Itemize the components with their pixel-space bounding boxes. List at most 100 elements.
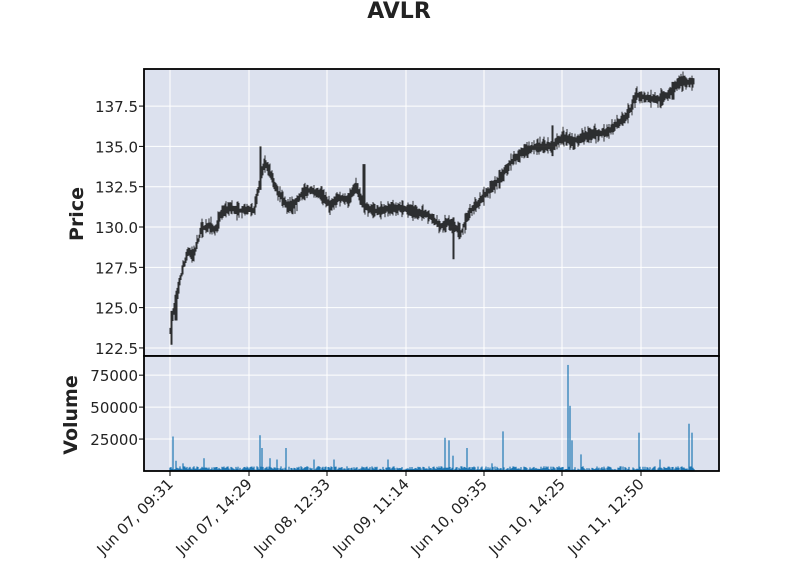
volume-bar xyxy=(550,466,552,471)
volume-bar xyxy=(691,432,693,471)
volume-bar xyxy=(355,467,357,471)
volume-bar xyxy=(436,466,438,471)
volume-bar xyxy=(259,435,261,471)
volume-bar xyxy=(262,466,264,471)
volume-bar xyxy=(474,467,476,471)
volume-bar xyxy=(375,467,377,471)
volume-bar xyxy=(470,468,472,471)
volume-bar xyxy=(219,468,221,471)
volume-bar xyxy=(512,466,514,471)
volume-bar xyxy=(405,468,407,471)
volume-bar xyxy=(685,468,687,471)
volume-bar xyxy=(339,467,341,471)
volume-bar xyxy=(169,467,171,471)
volume-bar xyxy=(569,405,571,471)
volume-bar xyxy=(583,468,585,471)
volume-bar xyxy=(252,467,254,471)
volume-bar xyxy=(389,467,391,471)
volume-bar xyxy=(663,466,665,471)
volume-bar xyxy=(481,466,483,471)
volume-bar xyxy=(419,466,421,471)
volume-bar xyxy=(425,468,427,471)
volume-bar xyxy=(643,469,645,471)
volume-bar xyxy=(334,466,336,471)
volume-bar xyxy=(557,467,559,471)
volume-bar xyxy=(274,467,276,471)
price-tick-label: 122.5 xyxy=(95,340,138,358)
volume-bar xyxy=(661,468,663,471)
volume-bar xyxy=(565,469,567,471)
volume-bar xyxy=(379,468,381,471)
volume-bar xyxy=(188,467,190,471)
volume-bar xyxy=(517,468,519,471)
volume-bar xyxy=(455,467,457,471)
volume-bar xyxy=(693,469,695,471)
volume-bar xyxy=(668,466,670,471)
volume-bar xyxy=(214,467,216,471)
volume-bar xyxy=(184,466,186,471)
volume-bar xyxy=(423,467,425,471)
volume-bar xyxy=(356,467,358,471)
volume-bar xyxy=(536,468,538,471)
volume-bar xyxy=(270,467,272,471)
volume-bar xyxy=(560,467,562,471)
volume-bar xyxy=(213,467,215,471)
x-tick-label: Jun 07, 09:31 xyxy=(93,475,177,559)
volume-bar xyxy=(473,466,475,471)
volume-bar xyxy=(371,466,373,471)
volume-bar xyxy=(337,468,339,471)
volume-bar xyxy=(683,467,685,471)
volume-bar xyxy=(540,466,542,471)
volume-bar xyxy=(496,466,498,471)
volume-bar xyxy=(561,467,563,471)
volume-bar xyxy=(595,468,597,471)
volume-bar xyxy=(215,467,217,471)
volume-bar xyxy=(177,468,179,471)
volume-bar xyxy=(354,468,356,471)
volume-bar xyxy=(472,467,474,471)
volume-bar xyxy=(680,466,682,471)
volume-bar xyxy=(218,467,220,471)
volume-bar xyxy=(368,468,370,471)
volume-bar xyxy=(499,468,501,471)
volume-bar xyxy=(456,467,458,471)
volume-bar xyxy=(279,468,281,471)
volume-bar xyxy=(199,468,201,471)
volume-bar xyxy=(618,468,620,471)
volume-bar xyxy=(558,466,560,471)
volume-bar xyxy=(282,468,284,471)
volume-bar xyxy=(452,455,454,471)
price-tick-label: 135.0 xyxy=(95,138,138,156)
volume-bar xyxy=(422,466,424,471)
volume-bar xyxy=(437,468,439,471)
volume-bar xyxy=(432,466,434,471)
volume-bar xyxy=(361,466,363,471)
volume-bar xyxy=(681,466,683,471)
volume-bar xyxy=(358,468,360,471)
volume-bar xyxy=(458,467,460,471)
volume-bar xyxy=(547,466,549,471)
volume-bar xyxy=(329,468,331,471)
volume-bar xyxy=(185,468,187,471)
volume-bar xyxy=(411,467,413,471)
volume-bar xyxy=(530,468,532,471)
volume-bar xyxy=(248,468,250,471)
volume-bar xyxy=(577,468,579,471)
volume-bar xyxy=(566,468,568,471)
volume-bar xyxy=(460,466,462,471)
volume-bar xyxy=(494,466,496,471)
volume-bar xyxy=(250,466,252,471)
volume-bar xyxy=(396,467,398,471)
volume-bar xyxy=(574,467,576,471)
volume-bar xyxy=(598,467,600,471)
volume-bar xyxy=(514,467,516,471)
volume-bar xyxy=(256,466,258,471)
volume-bar xyxy=(237,466,239,471)
volume-bar xyxy=(654,466,656,471)
volume-bar xyxy=(600,468,602,471)
volume-bar xyxy=(639,466,641,471)
volume-bar xyxy=(175,460,177,471)
volume-bar xyxy=(268,466,270,471)
volume-bar xyxy=(638,432,640,471)
volume-bar xyxy=(225,467,227,471)
